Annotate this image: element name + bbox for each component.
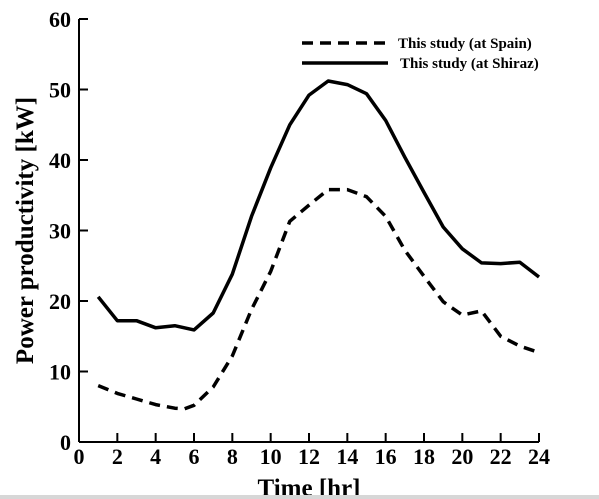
legend-label-shiraz: This study (at Shiraz)	[400, 56, 539, 72]
x-tick-label: 6	[189, 444, 200, 469]
series-line-spain	[97, 187, 540, 411]
y-axis-title: Power productivity [kW]	[12, 97, 39, 364]
x-tick-label: 12	[298, 444, 320, 469]
y-tick-label: 30	[49, 219, 71, 244]
legend: This study (at Spain) This study (at Shi…	[302, 36, 539, 72]
x-tick-label: 8	[227, 444, 238, 469]
y-tick-label: 40	[49, 148, 71, 173]
x-tick-label: 18	[413, 444, 435, 469]
x-tick-label: 4	[150, 444, 161, 469]
x-tick-label: 14	[336, 444, 358, 469]
y-tick-label: 20	[49, 289, 71, 314]
y-tick-label: 60	[49, 7, 71, 32]
x-tick-label: 0	[74, 444, 85, 469]
x-tick-label: 20	[451, 444, 473, 469]
bottom-divider	[0, 495, 599, 499]
x-tick-label: 16	[375, 444, 397, 469]
y-tick-label: 10	[49, 360, 71, 385]
x-tick-label: 22	[490, 444, 512, 469]
x-tick-label: 24	[528, 444, 550, 469]
x-tick-label: 2	[112, 444, 123, 469]
x-tick-label: 10	[260, 444, 282, 469]
legend-label-spain: This study (at Spain)	[398, 36, 532, 52]
y-tick-label: 0	[60, 430, 71, 455]
y-tick-label: 50	[49, 78, 71, 103]
series-line-shiraz	[96, 79, 541, 332]
series-layer	[96, 79, 541, 411]
